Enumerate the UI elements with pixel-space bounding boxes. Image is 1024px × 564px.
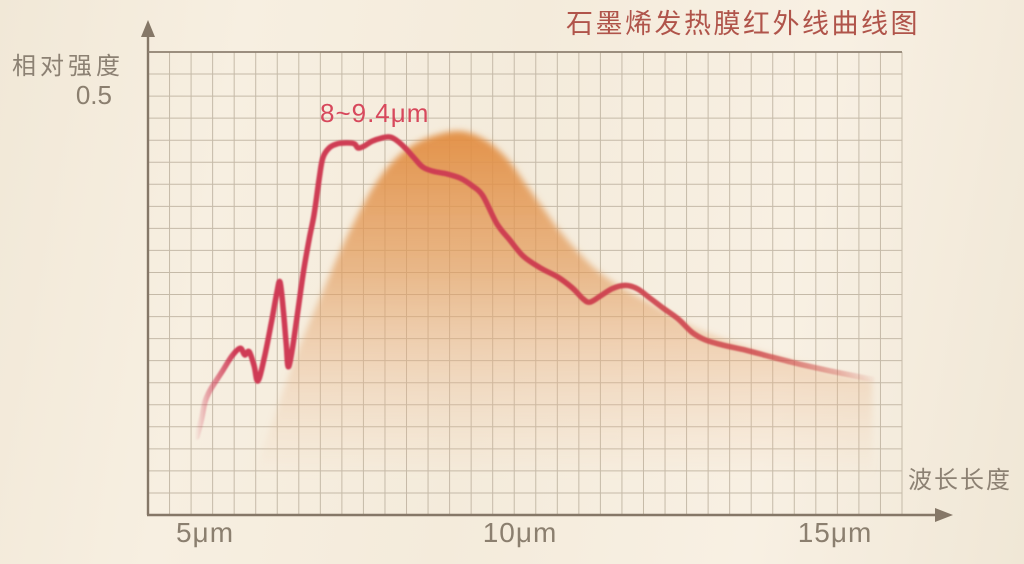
y-axis-arrow-icon xyxy=(141,20,155,37)
emission-area xyxy=(247,131,873,515)
chart-title: 石墨烯发热膜红外线曲线图 xyxy=(566,9,920,39)
intensity-curve xyxy=(194,134,875,440)
peak-wavelength-annotation: 8~9.4μm xyxy=(319,98,430,129)
axes xyxy=(141,20,953,522)
x-tick-5um: 5μm xyxy=(175,517,235,548)
x-axis-arrow-icon xyxy=(935,508,953,522)
x-axis-label: 波长长度 xyxy=(908,467,1012,494)
x-tick-10um: 10μm xyxy=(482,517,558,548)
y-tick-0.5: 0.5 xyxy=(75,80,112,110)
x-tick-15um: 15μm xyxy=(797,517,873,548)
y-axis-label: 相对强度 xyxy=(12,53,124,80)
